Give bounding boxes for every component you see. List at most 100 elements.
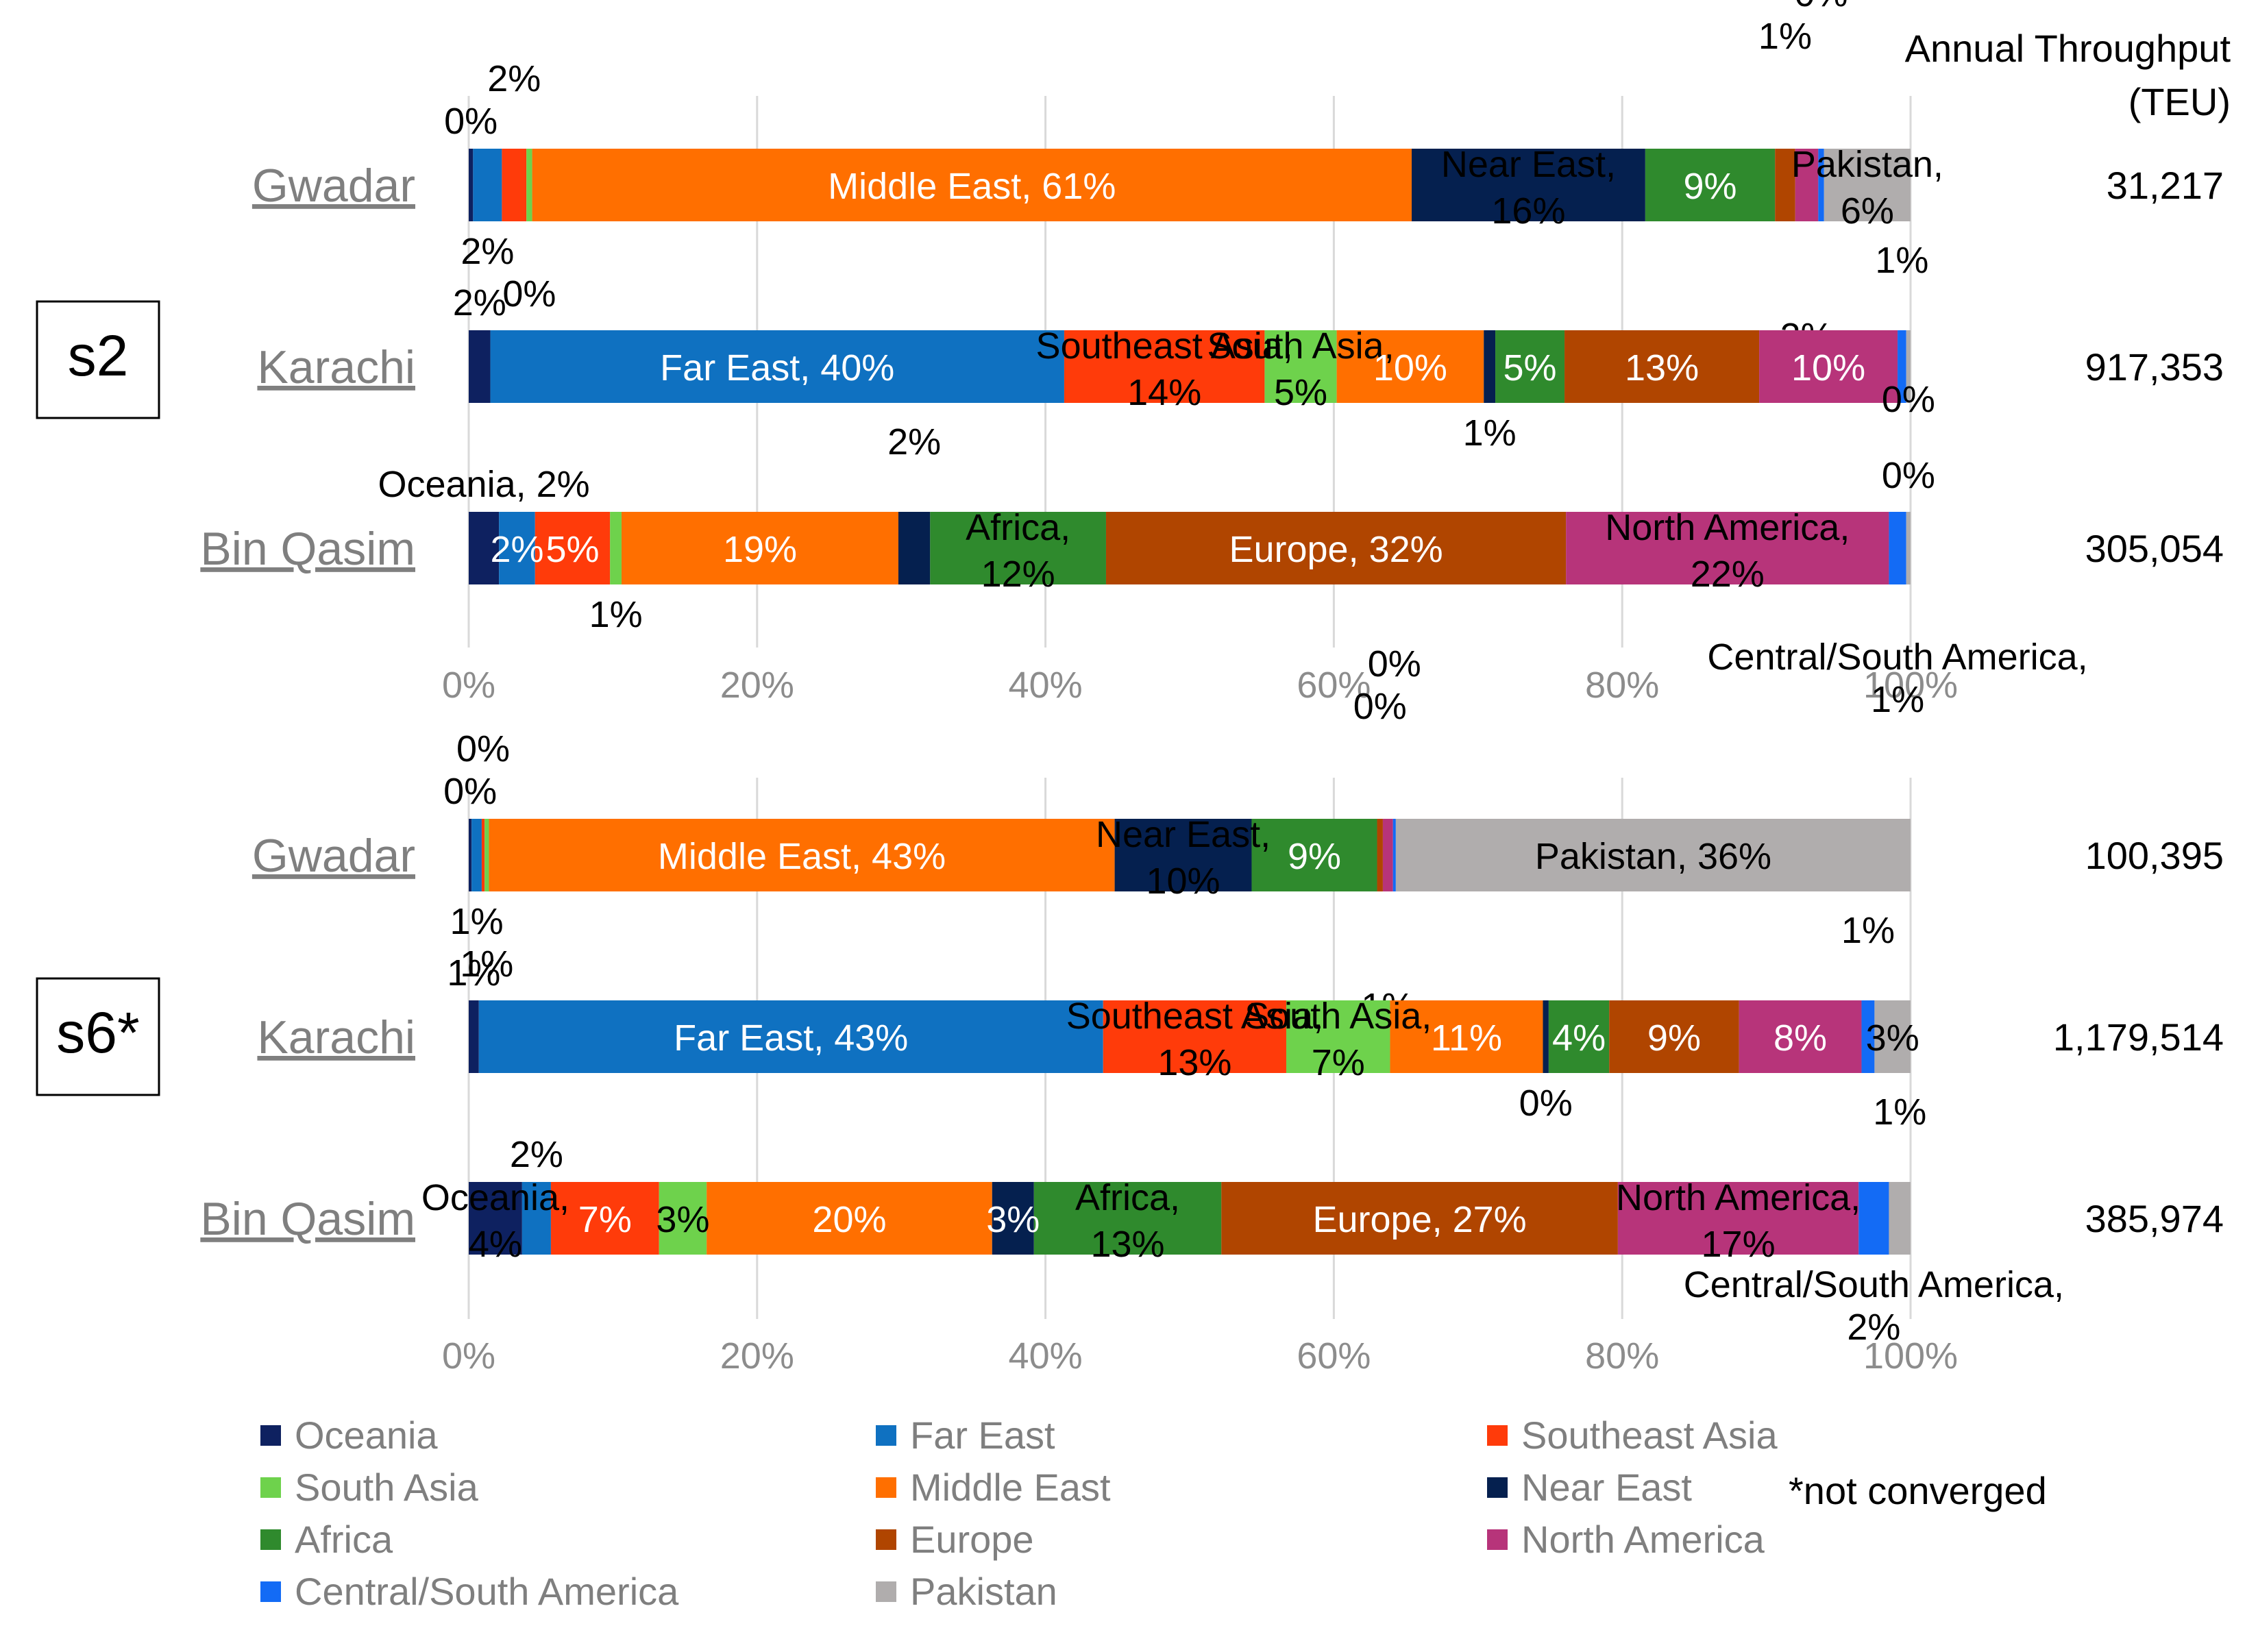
bar-segment-africa <box>930 512 1106 584</box>
bar-segment-pakistan <box>1395 819 1911 891</box>
data-label: Africa, 13% <box>1075 1177 1180 1265</box>
data-label: Southeast Asia, 14% <box>1036 325 1293 413</box>
legend-item-central-south-america: Central/South America <box>260 1570 679 1613</box>
throughput-value: 917,353 <box>2085 345 2224 389</box>
bar-segment-north-america <box>1382 819 1393 891</box>
footnote: *not converged <box>1789 1469 2047 1512</box>
data-label: Near East, 16% <box>1441 144 1616 232</box>
data-label: Southeast Asia, 13% <box>1066 996 1323 1083</box>
bar-row-gwadar: Gwadar 100,395 Middle East, 43% Near East, 1… <box>252 643 2224 1027</box>
bar-segment-far-east <box>521 1182 551 1255</box>
data-label: South Asia, 5% <box>1207 325 1394 413</box>
x-tick-label: 20% <box>720 1335 794 1377</box>
bar-segment-middle-east <box>1390 1000 1543 1073</box>
legend-item-near-east: Near East <box>1487 1466 1692 1509</box>
data-label: Middle East, 43% <box>658 836 946 877</box>
port-label-bin-qasim: Bin Qasim <box>200 1193 415 1245</box>
data-label: North America, 22% <box>1605 507 1850 595</box>
data-label: 1% <box>1875 240 1928 281</box>
data-label: 1% <box>460 944 513 985</box>
legend-label: Central/South America <box>295 1570 679 1613</box>
legend-swatch <box>260 1425 281 1446</box>
data-label: Pakistan, 36% <box>1535 836 1771 877</box>
bar-segment-north-america <box>1566 512 1889 584</box>
bar-segment-southeast-asia <box>502 149 527 221</box>
legend-label: Southeast Asia <box>1521 1414 1778 1457</box>
legend-label: Pakistan <box>910 1570 1057 1613</box>
port-label-gwadar: Gwadar <box>252 830 415 882</box>
bar-segment-pakistan <box>1874 1000 1911 1073</box>
data-label: Middle East, 61% <box>828 166 1116 207</box>
bar-segment-oceania <box>469 512 500 584</box>
bar-row-bin-qasim: Bin Qasim 385,974 Oceania, 4%7% 3% 20% 3% Afric… <box>200 1092 2224 1348</box>
data-label: 10% <box>1791 347 1865 389</box>
bar-segment-central-south-america <box>1861 1000 1875 1073</box>
x-tick-label: 80% <box>1585 1335 1659 1377</box>
throughput-value: 1,179,514 <box>2053 1015 2224 1059</box>
bar-segment-far-east <box>473 149 502 221</box>
data-label: Central/South America, 1% <box>1707 637 2087 720</box>
legend-label: Europe <box>910 1518 1034 1561</box>
bar-segment-africa <box>1033 1182 1222 1255</box>
bar-segment-near-east <box>898 512 931 584</box>
bar-segment-near-east <box>1114 819 1252 891</box>
bar-segment-far-east <box>499 512 535 584</box>
data-label: 0% <box>443 771 497 812</box>
bar-segment-africa <box>1495 330 1565 403</box>
data-label: South Asia, 7% <box>1244 996 1432 1083</box>
bar-segment-central-south-america <box>1858 1182 1889 1255</box>
x-tick-label: 100% <box>1863 1335 1958 1377</box>
legend-swatch <box>876 1529 896 1550</box>
bar-segment-central-south-america <box>1392 819 1396 891</box>
bar-row-gwadar: Gwadar 31,217 Middle East, 61% Near East, 16… <box>252 0 2224 357</box>
header-layer: Annual Throughput (TEU) *not converged <box>1789 27 2231 1512</box>
bar-segment-pakistan <box>1906 330 1911 403</box>
data-label: 2% <box>453 282 506 323</box>
throughput-header-line-2: (TEU) <box>2128 80 2231 123</box>
bar-segment-europe <box>1775 149 1795 221</box>
throughput-value: 305,054 <box>2085 527 2224 570</box>
data-label: Pakistan, 6% <box>1791 144 1943 232</box>
bar-segment-oceania <box>469 1000 479 1073</box>
data-label: 2% <box>887 421 941 463</box>
bar-segment-middle-east <box>622 512 898 584</box>
legend-item-oceania: Oceania <box>260 1414 438 1457</box>
scenario-box <box>36 977 160 1096</box>
bar-segment-near-east <box>1484 330 1496 403</box>
bar-segment-pakistan <box>1824 149 1911 221</box>
bar-segment-oceania <box>469 330 491 403</box>
data-label: Far East, 40% <box>660 347 894 389</box>
data-label: 3% <box>1866 1018 1919 1059</box>
x-tick-label: 0% <box>442 665 495 706</box>
legend-label: Oceania <box>295 1414 438 1457</box>
bar-segment-europe <box>1564 330 1760 403</box>
data-label: Central/South America, 2% <box>1684 1264 2064 1348</box>
bar-segment-oceania <box>469 149 474 221</box>
panel-2: 0% 20% 40% 60% 80% 100% s6* Gwadar 100,395 Middle… <box>36 643 2224 1377</box>
data-label: 13% <box>1625 347 1699 389</box>
legend-item-south-asia: South Asia <box>260 1466 479 1509</box>
legend-label: Near East <box>1521 1466 1692 1509</box>
bar-segment-europe <box>1105 512 1567 584</box>
x-tick-label: 40% <box>1009 665 1083 706</box>
data-label: Europe, 27% <box>1312 1199 1526 1240</box>
x-tick-label: 40% <box>1009 1335 1083 1377</box>
data-label: 1% <box>1463 412 1517 454</box>
data-label: 19% <box>723 529 797 570</box>
legend-swatch <box>1487 1529 1508 1550</box>
data-label: 1% <box>447 952 500 994</box>
data-label: 20% <box>812 1199 886 1240</box>
bar-segment-near-east <box>992 1182 1034 1255</box>
bar-segment-far-east <box>478 1000 1103 1073</box>
data-label: 2% <box>487 58 541 99</box>
legend-item-pakistan: Pakistan <box>876 1570 1057 1613</box>
data-label: 1% <box>450 901 504 942</box>
bar-segment-near-east <box>1412 149 1645 221</box>
bar-segment-central-south-america <box>1889 512 1906 584</box>
throughput-header-line-1: Annual Throughput <box>1905 27 2231 70</box>
data-label: 7% <box>578 1199 632 1240</box>
x-tick-label: 20% <box>720 665 794 706</box>
bar-segment-north-america <box>1795 149 1819 221</box>
